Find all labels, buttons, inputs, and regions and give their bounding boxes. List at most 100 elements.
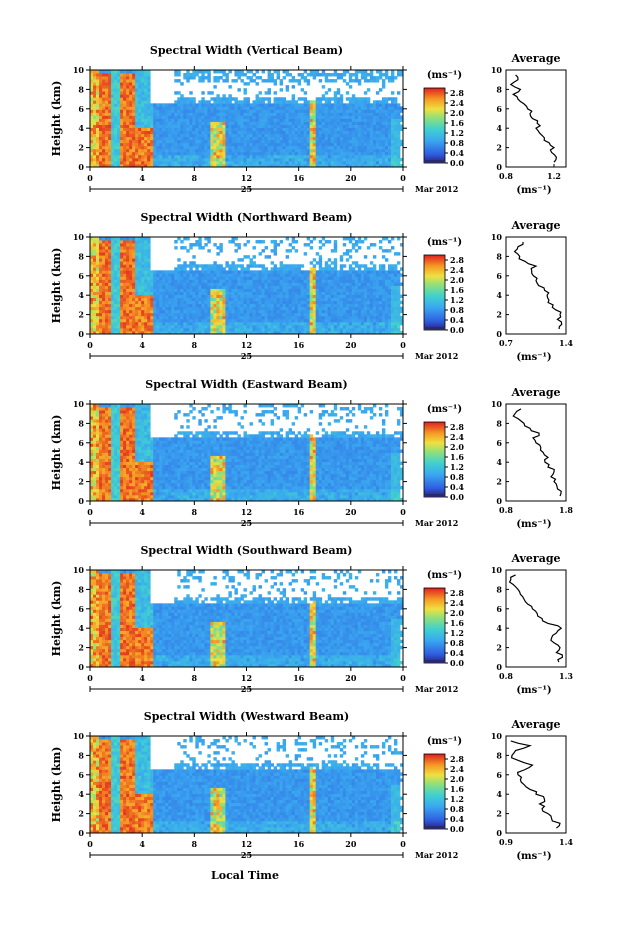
heatmap-cell <box>204 121 208 125</box>
heatmap-cell <box>312 282 317 286</box>
heatmap-cell <box>189 270 193 274</box>
heatmap-cell <box>120 285 124 289</box>
heatmap-cell <box>372 100 377 104</box>
heatmap-cell <box>180 288 184 292</box>
heatmap-cell <box>90 154 94 159</box>
heatmap-cell <box>231 142 235 147</box>
y-tick-label: 0 <box>78 162 84 172</box>
heatmap-cell <box>258 121 262 125</box>
heatmap-cell <box>102 309 106 314</box>
heatmap-cell <box>291 303 296 308</box>
heatmap-cell <box>369 163 374 168</box>
heatmap-cell <box>288 309 293 314</box>
heatmap-cell <box>285 303 290 308</box>
heatmap-cell <box>198 264 202 268</box>
heatmap-cell <box>267 309 271 314</box>
heatmap-cell <box>360 97 365 101</box>
heatmap-cell <box>312 306 317 311</box>
heatmap-cell <box>201 297 205 302</box>
heatmap-cell <box>135 312 139 317</box>
heatmap-cell <box>117 85 121 89</box>
heatmap-cell <box>213 100 217 104</box>
heatmap-cell <box>303 312 308 317</box>
heatmap-cell <box>294 270 299 274</box>
heatmap-cell <box>231 163 235 168</box>
heatmap-cell <box>264 133 268 138</box>
heatmap-cell <box>369 118 374 122</box>
heatmap-cell <box>279 300 284 305</box>
heatmap-cell <box>351 154 356 159</box>
heatmap-cell <box>297 151 302 156</box>
heatmap-cell <box>183 109 187 113</box>
heatmap-cell <box>144 109 148 113</box>
heatmap-cell <box>384 103 389 107</box>
heatmap-cell <box>132 145 136 150</box>
heatmap-cell <box>117 324 121 329</box>
heatmap-cell <box>120 151 124 156</box>
heatmap-cell <box>237 321 241 326</box>
heatmap-cell <box>318 294 323 299</box>
heatmap-cell <box>222 157 226 162</box>
heatmap-cell <box>312 100 317 104</box>
heatmap-cell <box>240 297 244 302</box>
heatmap-cell <box>123 121 127 125</box>
heatmap-cell <box>180 309 184 314</box>
heatmap-cell <box>165 154 169 159</box>
heatmap-cell <box>237 309 241 314</box>
heatmap-cell <box>267 91 271 95</box>
heatmap-cell <box>291 121 296 125</box>
heatmap-cell <box>138 115 142 119</box>
heatmap-cell <box>117 330 121 335</box>
heatmap-cell <box>108 246 112 250</box>
heatmap-cell <box>198 246 202 250</box>
heatmap-cell <box>159 121 163 125</box>
heatmap-cell <box>324 300 329 305</box>
heatmap-cell <box>117 112 121 116</box>
heatmap-cell <box>372 79 377 83</box>
heatmap-cell <box>237 157 241 162</box>
heatmap-cell <box>390 148 395 153</box>
heatmap-cell <box>156 324 160 329</box>
heatmap-cell <box>315 294 320 299</box>
x-tick-label: 12 <box>241 173 252 183</box>
heatmap-cell <box>171 145 175 150</box>
heatmap-cell <box>324 330 329 335</box>
heatmap-cell <box>285 112 290 116</box>
heatmap-cell <box>333 297 338 302</box>
heatmap-cell <box>135 112 139 116</box>
heatmap-cell <box>138 330 142 335</box>
heatmap-cell <box>117 148 121 153</box>
heatmap-cell <box>309 151 314 156</box>
heatmap-cell <box>372 109 377 113</box>
heatmap-cell <box>141 315 145 320</box>
heatmap-cell <box>321 70 326 74</box>
heatmap-cell <box>297 303 302 308</box>
heatmap-cell <box>246 300 250 305</box>
heatmap-cell <box>240 318 244 323</box>
heatmap-cell <box>375 100 380 104</box>
heatmap-cell <box>303 121 308 125</box>
heatmap-cell <box>330 145 335 150</box>
heatmap-cell <box>198 115 202 119</box>
heatmap-cell <box>93 324 97 329</box>
heatmap-cell <box>237 276 241 280</box>
heatmap-cell <box>159 112 163 116</box>
colorbar-under <box>424 160 445 163</box>
heatmap-cell <box>279 148 284 153</box>
heatmap-cell <box>129 73 133 77</box>
heatmap-cell <box>357 97 362 101</box>
heatmap-cell <box>324 273 329 277</box>
heatmap-cell <box>321 73 326 77</box>
heatmap-cell <box>393 145 398 150</box>
heatmap-cell <box>180 270 184 274</box>
heatmap-cell <box>270 79 274 83</box>
heatmap-cell <box>267 136 271 141</box>
heatmap-cell <box>342 154 347 159</box>
heatmap-cell <box>279 318 284 323</box>
heatmap-cell <box>279 240 284 244</box>
heatmap-cell <box>174 291 178 295</box>
heatmap-cell <box>231 279 235 283</box>
heatmap-cell <box>210 297 214 302</box>
heatmap-cell <box>102 76 106 80</box>
heatmap-cell <box>150 115 154 119</box>
